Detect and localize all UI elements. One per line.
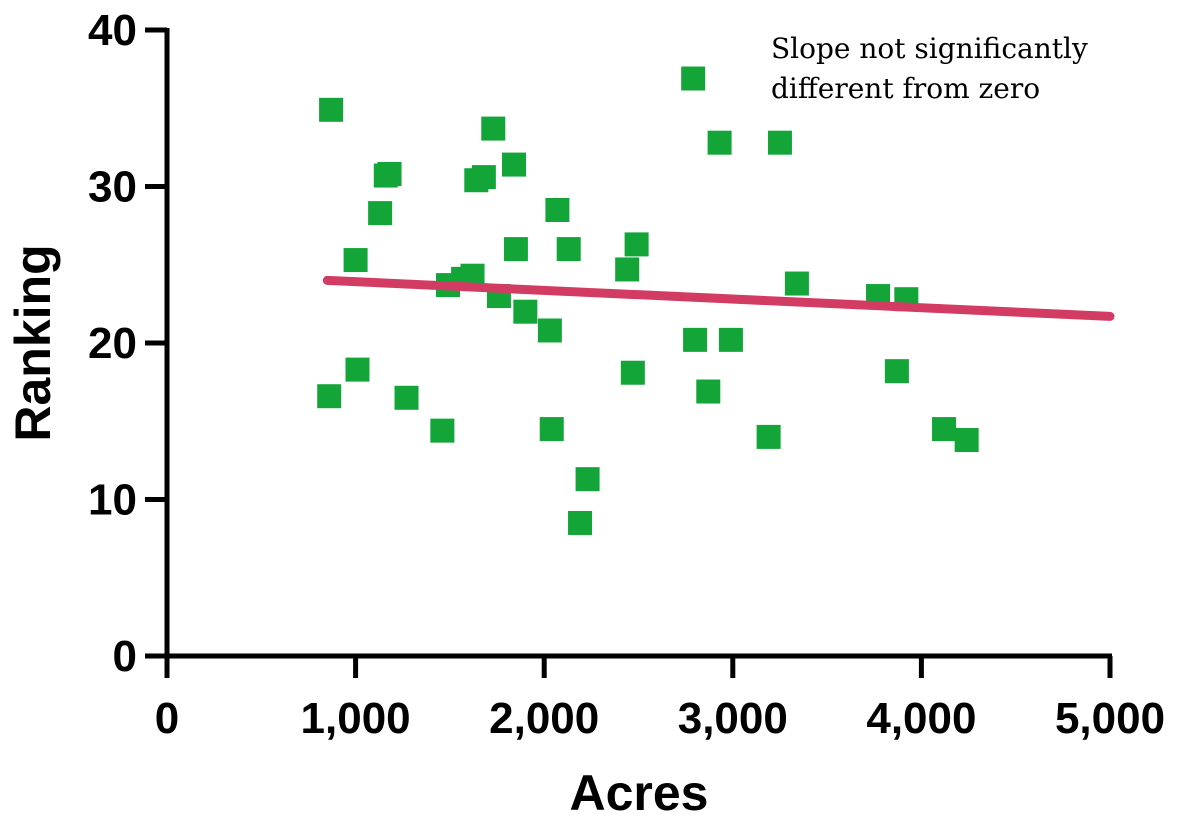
x-tick-label: 4,000 (866, 694, 976, 743)
annotation-line-2: different from zero (771, 72, 1040, 105)
data-point (681, 66, 706, 91)
slope-annotation: Slope not significantly different from z… (771, 32, 1097, 105)
y-axis-ticks: 0 10 20 30 40 (88, 6, 167, 681)
data-point (343, 248, 368, 273)
data-point (471, 165, 496, 190)
data-point (377, 161, 402, 186)
y-tick-label: 0 (113, 632, 137, 681)
data-point (503, 237, 528, 262)
data-point (345, 357, 370, 382)
data-point (545, 197, 570, 222)
data-point (575, 467, 600, 492)
data-point (537, 318, 562, 343)
data-point (615, 257, 640, 282)
x-tick-label: 2,000 (489, 694, 599, 743)
data-point (784, 271, 809, 296)
x-tick-label: 0 (155, 694, 179, 743)
data-point (430, 418, 455, 443)
data-point (954, 428, 979, 453)
x-tick-label: 3,000 (678, 694, 788, 743)
y-tick-label: 30 (88, 163, 137, 212)
data-point (718, 327, 743, 352)
x-tick-label: 5,000 (1055, 694, 1165, 743)
data-point (513, 299, 538, 324)
data-point (368, 201, 393, 226)
data-point (932, 417, 957, 442)
data-points (317, 66, 979, 535)
data-point (481, 116, 506, 141)
annotation-line-1: Slope not significantly (771, 32, 1088, 65)
data-point (502, 152, 527, 177)
data-point (683, 327, 708, 352)
data-point (394, 385, 419, 410)
x-axis-ticks: 0 1,000 2,000 3,000 4,000 5,000 (155, 656, 1165, 743)
data-point (317, 384, 342, 409)
y-axis-title: Ranking (5, 244, 61, 441)
data-point (568, 510, 593, 535)
data-point (756, 424, 781, 449)
data-point (319, 97, 344, 122)
data-point (707, 130, 732, 155)
data-point (620, 360, 645, 385)
data-point (624, 232, 649, 257)
y-tick-label: 10 (88, 476, 137, 525)
data-point (767, 130, 792, 155)
data-point (556, 237, 581, 262)
trend-line (322, 275, 1115, 321)
data-point (884, 359, 909, 384)
x-tick-label: 1,000 (301, 694, 411, 743)
y-tick-label: 20 (88, 319, 137, 368)
data-point (539, 417, 564, 442)
x-axis-title: Acres (570, 765, 709, 819)
data-point (696, 379, 721, 404)
y-tick-label: 40 (88, 6, 137, 55)
